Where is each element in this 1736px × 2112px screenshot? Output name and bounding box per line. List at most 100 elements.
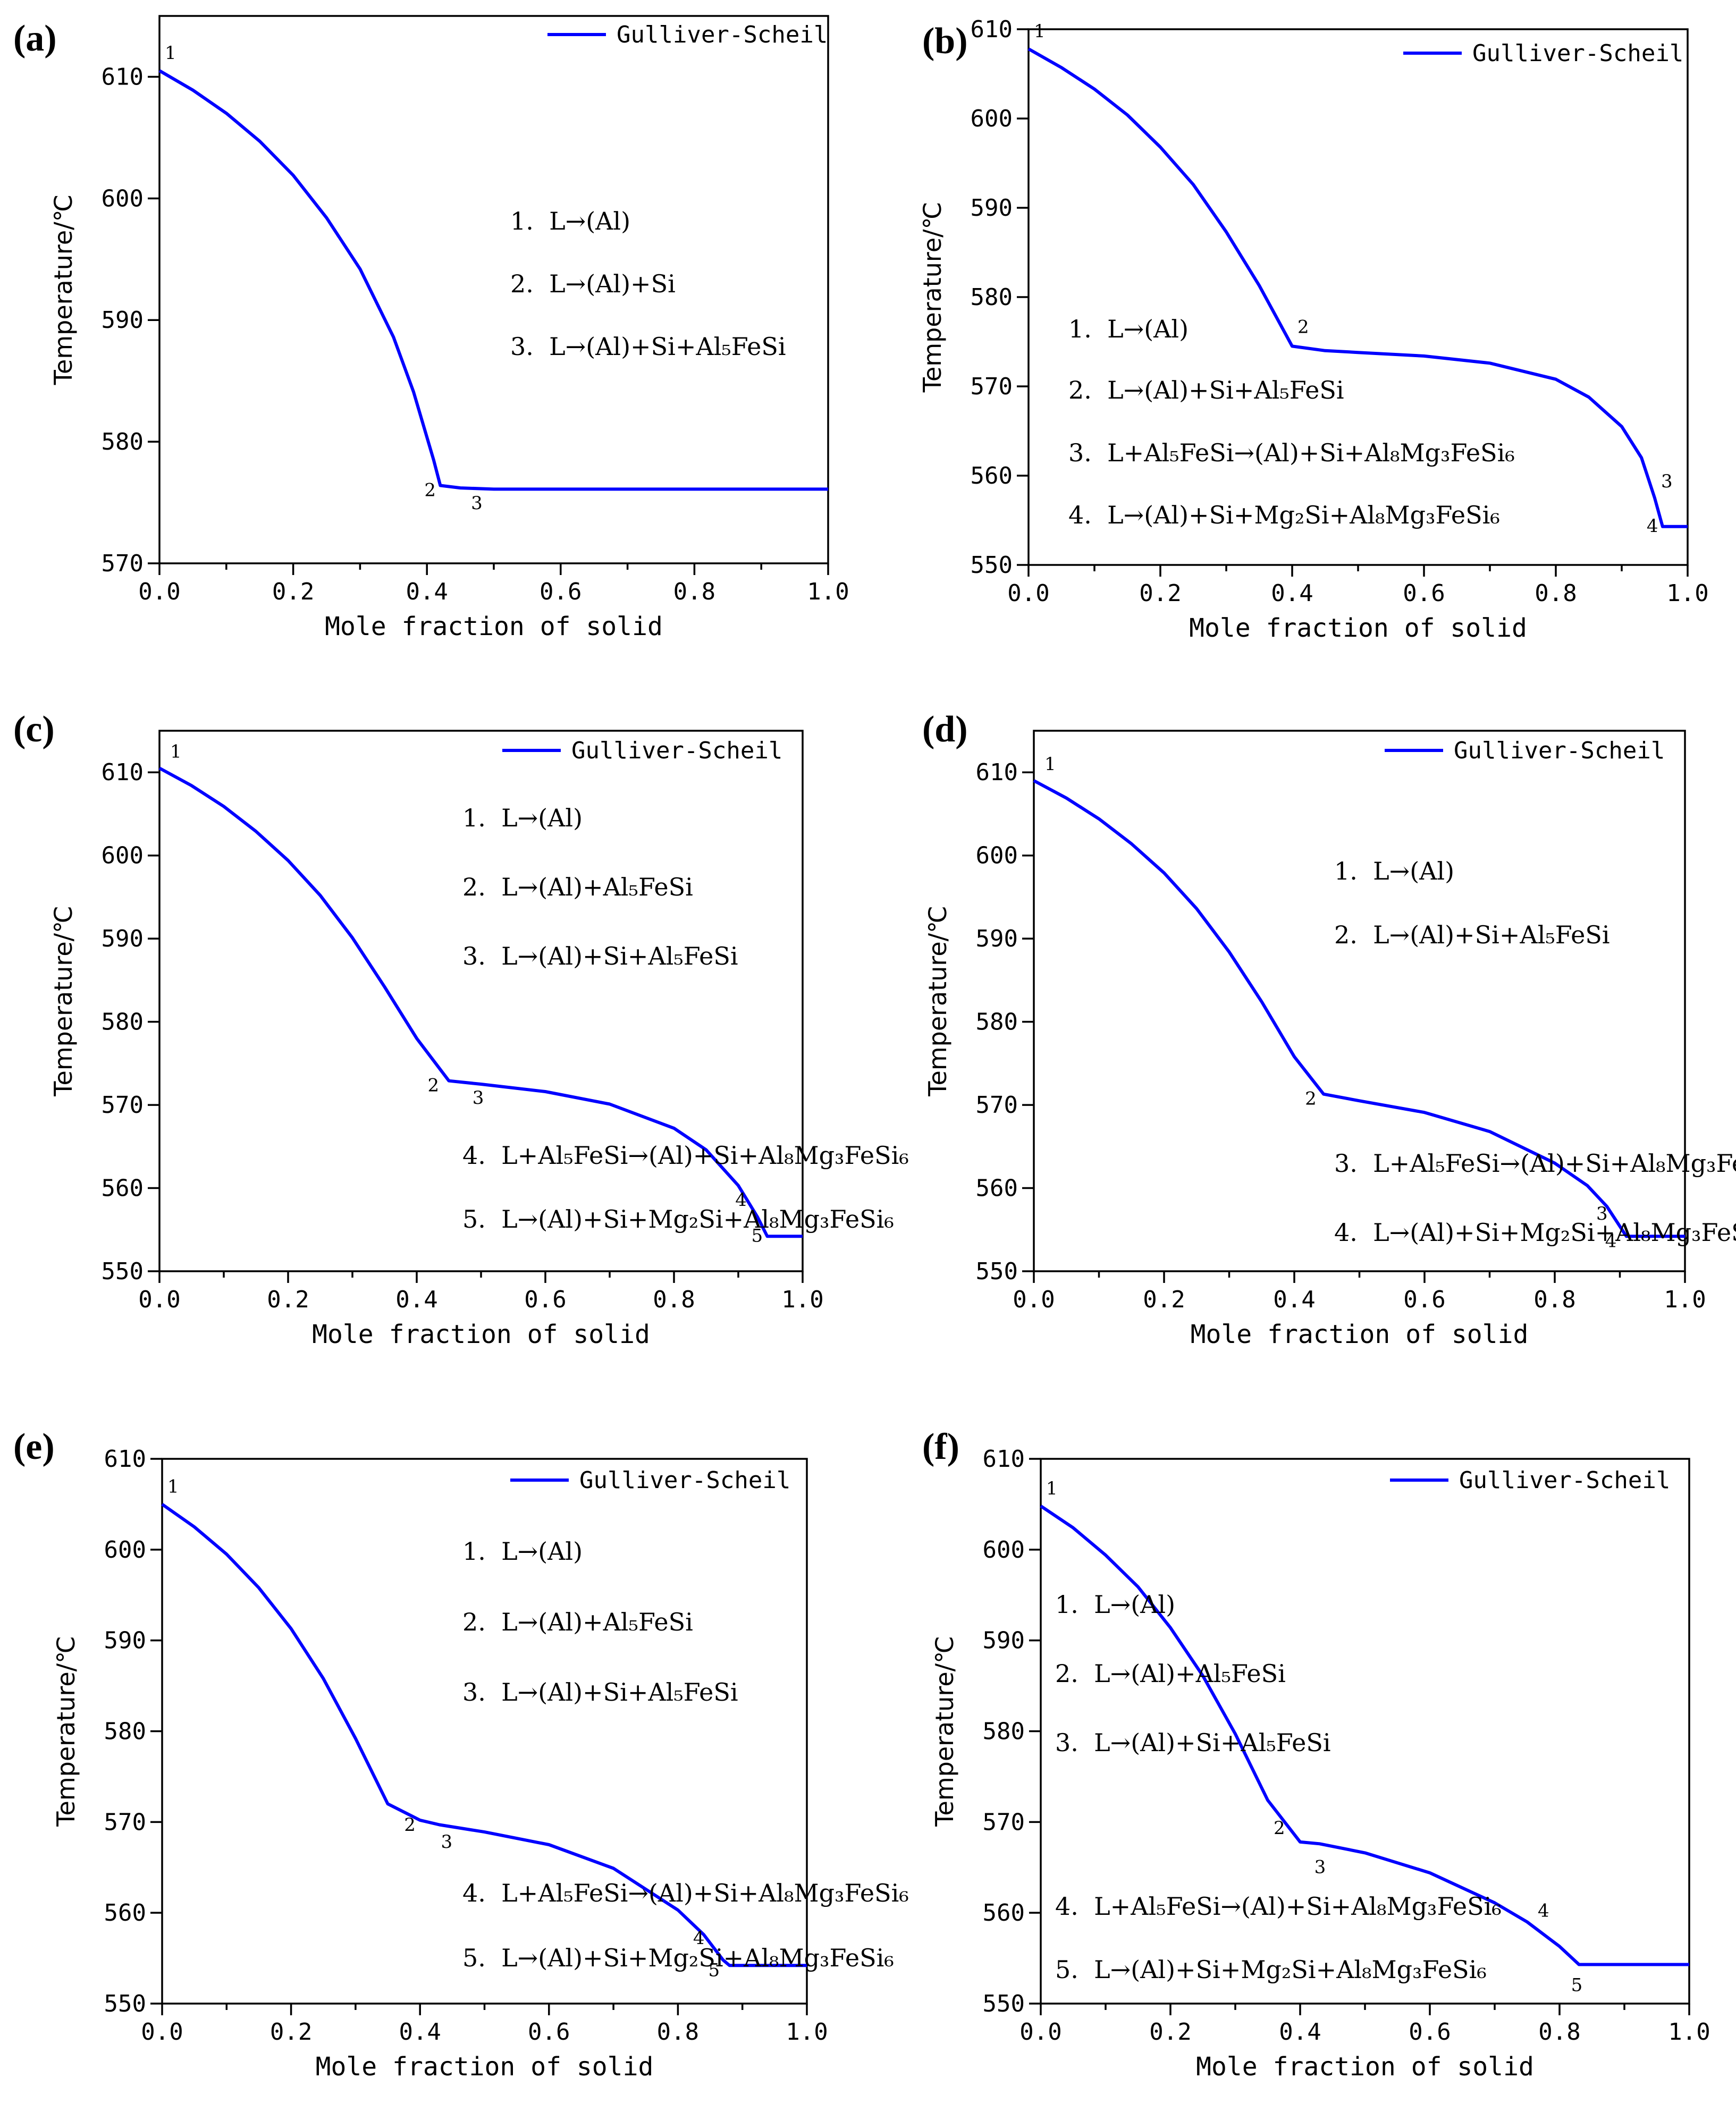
y-tick-label: 590	[976, 925, 1018, 952]
y-tick-label: 610	[976, 759, 1018, 786]
y-tick-label: 560	[971, 462, 1013, 489]
y-axis-label: Temperature/℃	[52, 1636, 80, 1827]
point-label: 3	[1314, 1856, 1326, 1878]
point-label: 2	[428, 1075, 440, 1096]
y-tick-label: 550	[976, 1258, 1018, 1285]
y-tick-label: 580	[983, 1718, 1025, 1745]
chart-panel-d: (d) 550 560 570 580 590 600 610 0.0 0.2 0.4 0.6 0.8 1…	[922, 709, 1736, 1349]
y-tick-label: 590	[102, 925, 144, 952]
chart-panel-e: (e) 550 560 570 580 590 600 610 0.0 0.2 0.4 0.6 0.8 1…	[13, 1426, 909, 2082]
y-tick-label: 580	[976, 1009, 1018, 1036]
series-line-gulliver-scheil	[161, 1502, 807, 1967]
x-tick-label: 1.0	[1666, 580, 1708, 607]
point-label: 5	[1571, 1975, 1583, 1996]
legend-label: Gulliver-Scheil	[579, 1467, 790, 1494]
y-tick-label: 580	[102, 428, 144, 455]
reaction-annotation: 3. L→(Al)+Si+Al₅FeSi	[1055, 1728, 1331, 1757]
x-tick-label: 0.0	[141, 2018, 183, 2046]
point-label: 1	[167, 1476, 179, 1497]
reaction-annotation: 2. L→(Al)+Si	[510, 269, 676, 298]
x-axis-label: Mole fraction of solid	[325, 612, 663, 641]
reaction-annotation: 3. L→(Al)+Si+Al₅FeSi	[462, 1678, 738, 1707]
chart-panel-b: (b) 550 560 570 580 590 600 610 0.0 0.2 0.4 0.6 0.8 1…	[918, 16, 1709, 643]
x-tick-label: 0.4	[395, 1286, 437, 1313]
x-tick-label: 0.6	[1409, 2018, 1451, 2046]
plot-frame	[1033, 730, 1686, 1272]
point-label: 3	[441, 1831, 452, 1853]
point-label: 1	[1034, 21, 1046, 42]
panel-label: (e)	[13, 1426, 55, 1467]
y-tick-label: 610	[102, 63, 144, 90]
point-label: 5	[751, 1225, 763, 1246]
plot-frame	[1027, 28, 1689, 566]
reaction-annotation: 4. L+Al₅FeSi→(Al)+Si+Al₈Mg₃FeSi₆	[462, 1879, 909, 1907]
chart-panel-a: (a) 570 580 590 600 610 0.0 0.2 0.4 0.6 0.8 1.0 Mole…	[13, 15, 849, 641]
y-tick-label: 560	[976, 1175, 1018, 1202]
x-axis-label: Mole fraction of solid	[1196, 2052, 1534, 2082]
x-tick-label: 0.2	[1143, 1286, 1185, 1313]
reaction-annotation: 4. L→(Al)+Si+Mg₂Si+Al₈Mg₃FeSi₆	[1068, 501, 1500, 529]
y-tick-label: 600	[971, 105, 1013, 132]
reaction-annotation: 4. L→(Al)+Si+Mg₂Si+Al₈Mg₃FeSi₆	[1334, 1218, 1736, 1247]
series-line-gulliver-scheil	[1033, 779, 1685, 1238]
panel-label: (a)	[13, 18, 57, 59]
series-line-gulliver-scheil	[158, 69, 828, 491]
y-tick-label: 590	[102, 307, 144, 334]
legend-label: Gulliver-Scheil	[571, 737, 782, 764]
y-tick-label: 550	[983, 1990, 1025, 2017]
legend-label: Gulliver-Scheil	[1472, 40, 1683, 67]
reaction-annotation: 5. L→(Al)+Si+Mg₂Si+Al₈Mg₃FeSi₆	[462, 1205, 894, 1234]
x-tick-label: 0.4	[406, 578, 448, 605]
y-tick-label: 610	[971, 16, 1013, 43]
point-label: 3	[471, 493, 483, 514]
panel-label: (f)	[922, 1426, 959, 1467]
point-label: 2	[1297, 316, 1309, 337]
y-tick-label: 600	[976, 842, 1018, 869]
y-tick-label: 580	[971, 284, 1013, 311]
y-tick-label: 600	[102, 842, 144, 869]
y-tick-label: 560	[102, 1175, 144, 1202]
reaction-annotation: 2. L→(Al)+Si+Al₅FeSi	[1334, 920, 1610, 949]
x-tick-label: 0.2	[267, 1286, 309, 1313]
plot-frame	[158, 15, 829, 564]
y-tick-label: 570	[971, 373, 1013, 400]
reaction-annotation: 1. L→(Al)	[510, 207, 630, 235]
y-tick-label: 570	[104, 1809, 146, 1836]
reaction-annotation: 2. L→(Al)+Al₅FeSi	[462, 1608, 693, 1636]
legend-label: Gulliver-Scheil	[1454, 737, 1665, 764]
point-label: 4	[693, 1928, 705, 1949]
x-tick-label: 0.0	[138, 1286, 180, 1313]
x-tick-label: 0.8	[1533, 1286, 1575, 1313]
point-label: 1	[165, 43, 176, 64]
y-axis-label: Temperature/℃	[923, 906, 952, 1097]
x-tick-label: 1.0	[1664, 1286, 1706, 1313]
x-tick-label: 1.0	[786, 2018, 828, 2046]
y-tick-label: 590	[104, 1627, 146, 1654]
y-tick-label: 550	[971, 552, 1013, 579]
x-tick-label: 0.2	[1139, 580, 1181, 607]
y-tick-label: 550	[102, 1258, 144, 1285]
reaction-annotation: 1. L→(Al)	[1068, 315, 1189, 343]
panel-label: (c)	[13, 709, 55, 750]
point-label: 4	[735, 1189, 747, 1211]
y-tick-label: 570	[983, 1809, 1025, 1836]
x-tick-label: 0.0	[1007, 580, 1049, 607]
reaction-annotation: 2. L→(Al)+Al₅FeSi	[1055, 1659, 1286, 1688]
reaction-annotation: 3. L→(Al)+Si+Al₅FeSi	[510, 332, 786, 361]
point-label: 1	[1046, 1478, 1058, 1499]
point-label: 3	[473, 1087, 484, 1109]
x-axis-label: Mole fraction of solid	[312, 1320, 650, 1349]
y-tick-label: 610	[104, 1446, 146, 1473]
x-tick-label: 0.2	[1149, 2018, 1191, 2046]
reaction-annotation: 2. L→(Al)+Si+Al₅FeSi	[1068, 376, 1344, 404]
point-label: 3	[1661, 471, 1673, 492]
reaction-annotation: 4. L+Al₅FeSi→(Al)+Si+Al₈Mg₃FeSi₆	[1055, 1892, 1502, 1921]
x-tick-label: 0.6	[528, 2018, 570, 2046]
x-axis-label: Mole fraction of solid	[1191, 1320, 1529, 1349]
x-tick-label: 0.0	[138, 578, 180, 605]
legend-label: Gulliver-Scheil	[617, 21, 828, 48]
x-tick-label: 0.6	[1403, 580, 1445, 607]
x-tick-label: 0.0	[1019, 2018, 1061, 2046]
series-line-gulliver-scheil	[158, 766, 803, 1238]
y-tick-label: 580	[104, 1718, 146, 1745]
